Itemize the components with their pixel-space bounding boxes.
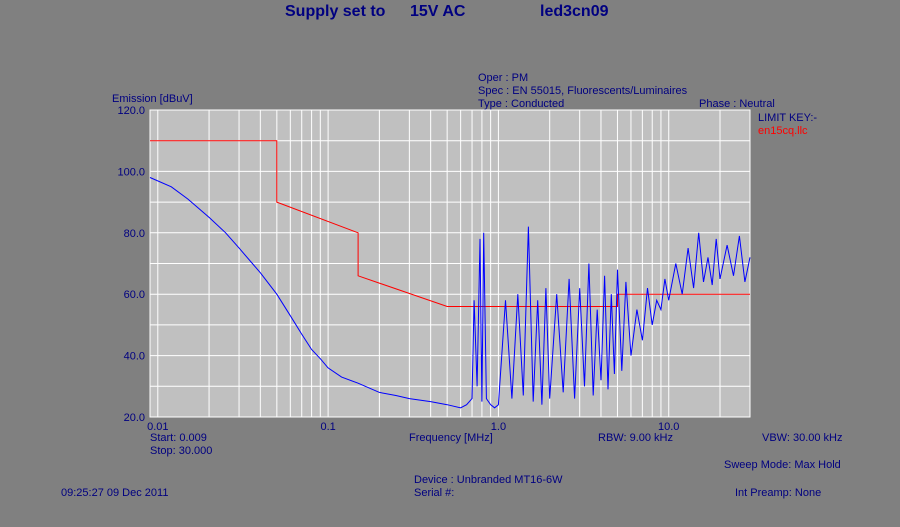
device-info: Device : Unbranded MT16-6W xyxy=(414,474,563,486)
x-tick-label: 0.1 xyxy=(320,421,335,433)
grid xyxy=(149,109,751,418)
supply-value: 15V AC xyxy=(410,3,466,20)
x-axis-label: Frequency [MHz] xyxy=(409,432,493,444)
plot-border xyxy=(149,109,751,418)
y-tick-label: 60.0 xyxy=(124,289,145,301)
oper-info: Oper : PM xyxy=(478,72,529,84)
y-tick-label: 120.0 xyxy=(117,105,145,117)
vbw-info: VBW: 30.00 kHz xyxy=(762,432,843,444)
x-tick-label: 0.01 xyxy=(147,421,168,433)
limit-key-file: en15cq.llc xyxy=(758,125,808,137)
phase-info: Phase : Neutral xyxy=(699,98,775,110)
y-tick-label: 80.0 xyxy=(124,228,145,240)
rbw-info: RBW: 9.00 kHz xyxy=(598,432,673,444)
type-info: Type : Conducted xyxy=(478,98,565,110)
stop-freq: Stop: 30.000 xyxy=(150,445,213,457)
timestamp: 09:25:27 09 Dec 2011 xyxy=(61,487,169,499)
y-tick-label: 20.0 xyxy=(124,412,145,424)
x-tick-label: 10.0 xyxy=(658,421,679,433)
file-name: led3cn09 xyxy=(540,3,609,20)
serial-info: Serial #: xyxy=(414,487,455,499)
int-preamp: Int Preamp: None xyxy=(735,487,822,499)
spec-info: Spec : EN 55015, Fluorescents/Luminaires xyxy=(478,85,688,97)
emission-trace xyxy=(149,177,751,409)
start-freq: Start: 0.009 xyxy=(150,432,207,444)
sweep-mode: Sweep Mode: Max Hold xyxy=(724,459,841,471)
limit-line xyxy=(150,140,750,307)
y-tick-label: 40.0 xyxy=(124,351,145,363)
x-tick-label: 1.0 xyxy=(491,421,506,433)
tick-labels: 20.0 40.0 60.0 80.0 100.0 120.0 0.01 0.1 1.0 10.0 xyxy=(117,105,679,433)
y-axis-label: Emission [dBuV] xyxy=(112,93,193,105)
supply-label: Supply set to xyxy=(285,3,386,20)
limit-key-label: LIMIT KEY:- xyxy=(758,112,818,124)
y-tick-label: 100.0 xyxy=(117,166,145,178)
